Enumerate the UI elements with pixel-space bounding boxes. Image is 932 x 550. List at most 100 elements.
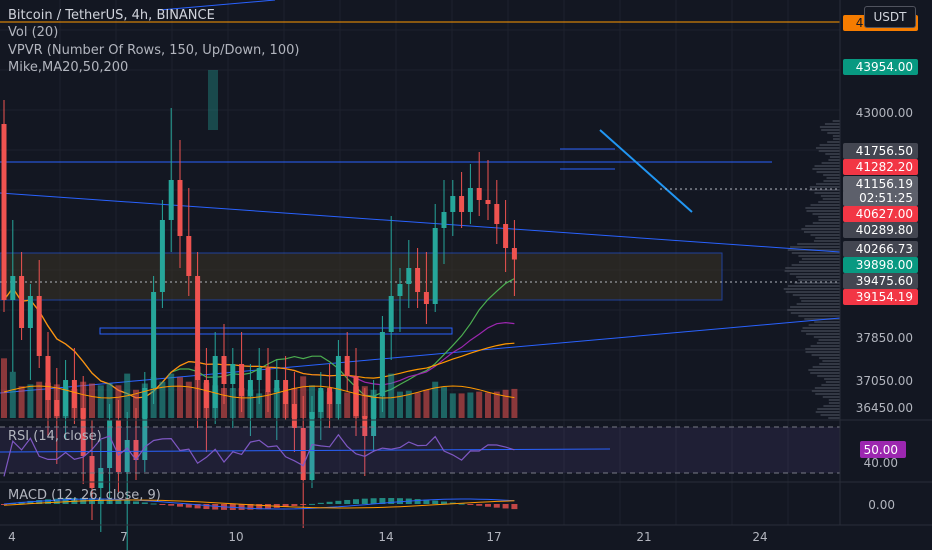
- vp-bar: [817, 375, 840, 377]
- vp-bar: [815, 393, 840, 395]
- rsi-legend[interactable]: RSI (14, close): [8, 429, 102, 444]
- vpvr-indicator-legend[interactable]: VPVR (Number Of Rows, 150, Up/Down, 100): [8, 43, 300, 58]
- vp-bar: [808, 324, 840, 326]
- volume-bar: [353, 386, 359, 418]
- candle-body: [423, 292, 429, 304]
- volume-bar: [273, 388, 280, 418]
- vp-bar: [805, 348, 840, 350]
- vp-bar: [832, 135, 840, 137]
- volume-bar: [80, 381, 87, 418]
- candle-body: [115, 420, 121, 472]
- macd-bar: [45, 499, 51, 504]
- macd-bar: [256, 504, 263, 510]
- price-tag-bg: [843, 222, 918, 238]
- volume-bar: [36, 381, 43, 418]
- price-tag: 41756.50: [856, 144, 913, 158]
- macd-legend[interactable]: MACD (12, 26, close, 9): [8, 488, 161, 503]
- volume-highlight: [208, 70, 218, 130]
- vp-bar: [809, 189, 840, 191]
- volume-bar: [265, 391, 271, 418]
- macd-bar: [300, 504, 307, 505]
- volume-indicator-legend[interactable]: Vol (20): [8, 25, 59, 40]
- vp-bar: [822, 360, 840, 362]
- volume-bar: [168, 373, 175, 418]
- price-tag-bg: [843, 143, 918, 159]
- macd-bar: [291, 504, 298, 507]
- candle-body: [159, 220, 165, 292]
- volume-bar: [423, 389, 430, 418]
- vp-bar: [820, 414, 840, 416]
- volume-bar: [282, 391, 289, 418]
- price-tag: 41156.19: [856, 177, 913, 191]
- macd-bar: [1, 504, 7, 505]
- vp-bar: [806, 210, 840, 212]
- volume-bar: [256, 393, 263, 418]
- candle-body: [124, 440, 130, 472]
- volume-bar: [370, 389, 377, 418]
- macd-bar: [326, 501, 333, 504]
- macd-bar: [97, 498, 104, 504]
- volume-bar: [493, 391, 500, 418]
- price-axis-label: 37850.00: [856, 331, 913, 345]
- volume-bar: [397, 391, 403, 418]
- vp-bar: [818, 219, 840, 221]
- ma-indicator-legend[interactable]: Mike,MA20,50,200: [8, 60, 129, 75]
- vp-bar: [821, 162, 840, 164]
- volume-bar: [203, 382, 210, 418]
- price-tag: 39898.00: [856, 258, 913, 272]
- vp-bar: [816, 342, 840, 344]
- vp-bar: [785, 267, 840, 269]
- candle-body: [45, 356, 51, 400]
- vp-bar: [796, 276, 840, 278]
- volume-bar: [502, 389, 509, 418]
- macd-bar: [62, 498, 69, 504]
- vp-bar: [790, 312, 840, 314]
- candle-body: [36, 296, 42, 356]
- candle-body: [10, 276, 16, 300]
- macd-bar: [115, 499, 122, 504]
- candle-body: [133, 440, 139, 460]
- vp-bar: [819, 357, 840, 359]
- candle-body: [239, 364, 245, 396]
- flag-trendline: [599, 129, 693, 213]
- x-tick-label: 24: [752, 530, 767, 544]
- macd-bar: [511, 504, 518, 510]
- vp-bar: [826, 177, 840, 179]
- macd-bar: [168, 504, 175, 506]
- volume-bar: [388, 373, 395, 418]
- macd-bar: [203, 504, 210, 510]
- candle-body: [151, 292, 157, 388]
- volume-bar: [247, 389, 254, 418]
- rsi-axis-label: 40.00: [864, 456, 898, 470]
- vp-bar: [789, 273, 840, 275]
- candle-body: [441, 212, 447, 228]
- currency-button[interactable]: USDT: [864, 6, 916, 28]
- vp-bar: [824, 123, 840, 125]
- top-trendline: [159, 0, 276, 11]
- volume-bar: [212, 385, 219, 418]
- macd-bar: [36, 500, 43, 504]
- vp-bar: [825, 153, 840, 155]
- vp-bar: [829, 156, 840, 158]
- volume-bar: [229, 388, 236, 418]
- vp-bar: [809, 186, 840, 188]
- vp-bar: [804, 231, 840, 233]
- volume-bar: [45, 382, 51, 418]
- vp-bar: [808, 369, 840, 371]
- demand-zone: [0, 252, 723, 301]
- ascending-trendline: [0, 317, 841, 394]
- price-tag-bg: [843, 289, 918, 305]
- macd-bar: [423, 499, 430, 504]
- support-box: [99, 327, 453, 335]
- x-tick-label: 14: [378, 530, 393, 544]
- volume-bar: [449, 393, 456, 418]
- macd-bar: [397, 498, 403, 504]
- candle-body: [459, 196, 465, 212]
- vp-bar: [815, 237, 840, 239]
- price-tag-bg: [843, 176, 918, 192]
- volume-bar: [441, 387, 447, 418]
- candle-body: [177, 180, 183, 236]
- volume-bar: [27, 384, 34, 418]
- macd-bar: [124, 500, 131, 504]
